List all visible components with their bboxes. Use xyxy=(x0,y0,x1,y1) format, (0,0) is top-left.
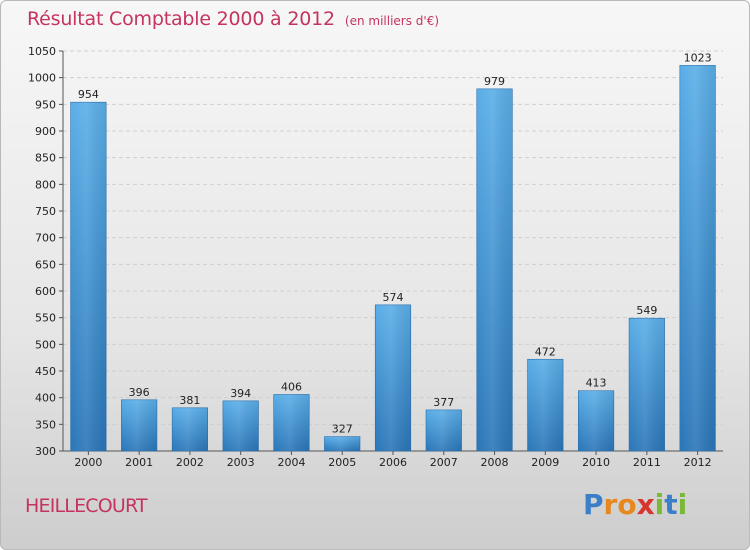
logo-letter: o xyxy=(617,488,637,521)
value-label: 381 xyxy=(179,394,200,407)
y-tick-label: 600 xyxy=(35,285,56,298)
value-label: 327 xyxy=(332,423,353,436)
value-label: 377 xyxy=(433,396,454,409)
bar-sheen xyxy=(679,65,716,452)
y-tick-label: 950 xyxy=(35,98,56,111)
x-tick-label: 2004 xyxy=(277,456,305,469)
bar-sheen xyxy=(121,399,157,451)
logo-letter: r xyxy=(603,488,618,521)
title-block: Résultat Comptable 2000 à 2012 (en millie… xyxy=(27,8,439,30)
logo-letter: P xyxy=(583,488,604,521)
y-tick-label: 1000 xyxy=(28,72,56,85)
commune-name: HEILLECOURT xyxy=(25,495,148,517)
y-tick-label: 650 xyxy=(35,258,56,271)
bar-sheen xyxy=(222,400,259,451)
chart-subtitle: (en milliers d'€) xyxy=(344,14,440,28)
value-label: 396 xyxy=(129,386,150,399)
x-tick-label: 2001 xyxy=(125,456,153,469)
bar-sheen xyxy=(324,436,360,451)
value-label: 1023 xyxy=(684,51,712,64)
x-tick-label: 2009 xyxy=(531,456,559,469)
x-tick-label: 2006 xyxy=(379,456,407,469)
logo-letter: i xyxy=(654,488,665,521)
y-tick-label: 850 xyxy=(35,152,56,165)
x-tick-label: 2005 xyxy=(328,456,356,469)
bar-sheen xyxy=(578,390,614,451)
value-label: 394 xyxy=(230,387,251,400)
bar-sheen xyxy=(476,88,513,451)
y-tick-label: 400 xyxy=(35,392,56,405)
chart-title: Résultat Comptable 2000 à 2012 xyxy=(27,8,335,30)
proxiti-logo[interactable]: Proxiti xyxy=(583,488,687,521)
logo-letter: i xyxy=(677,488,688,521)
y-tick-label: 450 xyxy=(35,365,56,378)
value-label: 574 xyxy=(383,291,404,304)
x-tick-label: 2008 xyxy=(481,456,509,469)
y-tick-label: 500 xyxy=(35,338,56,351)
value-label: 413 xyxy=(586,377,607,390)
bar-sheen xyxy=(527,359,564,451)
y-tick-label: 300 xyxy=(35,445,56,458)
x-tick-label: 2002 xyxy=(176,456,204,469)
logo-letter: t xyxy=(664,488,678,521)
y-tick-label: 800 xyxy=(35,178,56,191)
bar-sheen xyxy=(172,407,208,451)
y-tick-label: 750 xyxy=(35,205,56,218)
bar-sheen xyxy=(273,394,310,451)
x-tick-label: 2000 xyxy=(74,456,102,469)
value-label: 954 xyxy=(78,88,99,101)
value-label: 549 xyxy=(636,304,657,317)
axes: 300 350 400 450 500 550 600 650 700 750 800 850 900 9… xyxy=(28,45,723,469)
x-tick-label: 2012 xyxy=(684,456,712,469)
value-labels: 954 396 381 394 406 327 574 377 979 472 413 549 1023 xyxy=(78,51,712,435)
bar-sheen xyxy=(70,102,107,451)
x-tick-label: 2011 xyxy=(633,456,661,469)
bar-sheen xyxy=(426,409,462,451)
x-tick-label: 2003 xyxy=(227,456,255,469)
value-label: 979 xyxy=(484,75,505,88)
y-tick-label: 1050 xyxy=(28,45,56,58)
logo-letter: x xyxy=(636,488,655,521)
y-tick-label: 550 xyxy=(35,312,56,325)
bar-sheen xyxy=(629,318,665,451)
value-label: 472 xyxy=(535,345,556,358)
value-label: 406 xyxy=(281,380,302,393)
y-tick-label: 350 xyxy=(35,418,56,431)
bars xyxy=(70,65,716,452)
y-tick-label: 900 xyxy=(35,125,56,138)
x-tick-label: 2007 xyxy=(430,456,458,469)
y-tick-label: 700 xyxy=(35,232,56,245)
x-tick-label: 2010 xyxy=(582,456,610,469)
bar-sheen xyxy=(375,304,411,451)
